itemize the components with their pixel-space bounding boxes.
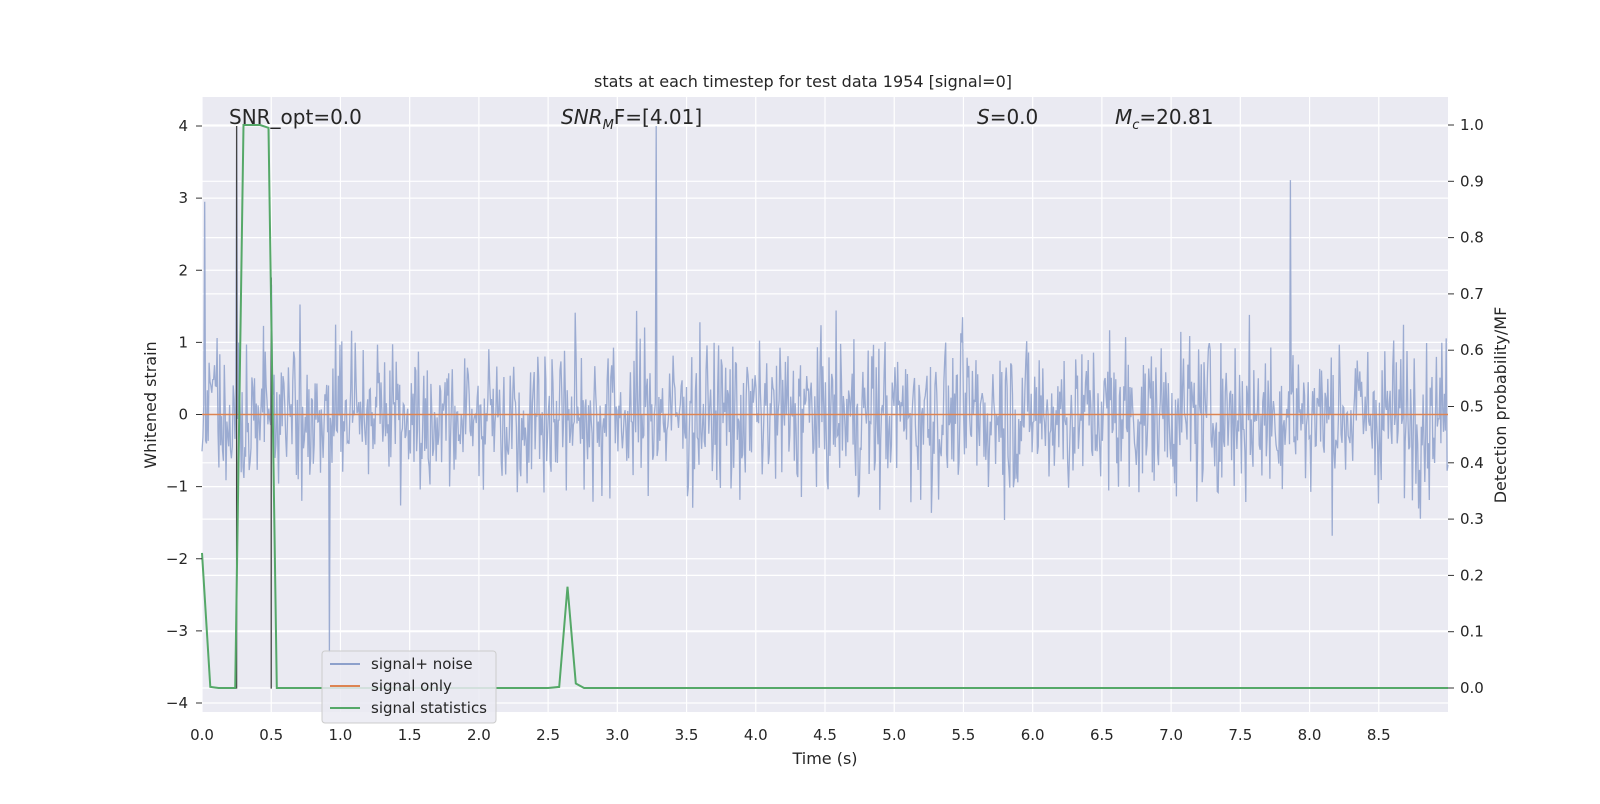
x-tick-label: 1.5 [398, 726, 422, 744]
mc-annotation: Mc=20.81 [1115, 105, 1213, 133]
y-left-tick-label: −2 [166, 550, 188, 568]
signal-noise-series [201, 125, 1449, 653]
legend: signal+ noise signal only signal statist… [321, 650, 497, 724]
legend-label-noise: signal+ noise [371, 655, 473, 673]
x-tick-label: 8.5 [1367, 726, 1391, 744]
x-tick-label: 5.5 [952, 726, 976, 744]
y-left-tick-label: −3 [166, 622, 188, 640]
y-right-tick-label: 0.5 [1460, 398, 1484, 416]
y-right-tick-label: 0.6 [1460, 341, 1484, 359]
y-right-tick-label: 0.8 [1460, 229, 1484, 247]
x-tick-label: 7.0 [1159, 726, 1183, 744]
s-value: =0.0 [990, 105, 1039, 129]
s-label: S [977, 105, 990, 129]
mc-label: M [1115, 105, 1132, 129]
y-left-tick-label: 0 [178, 406, 188, 424]
y-left-tick-label: 3 [178, 189, 188, 207]
y-left-tick-label: 2 [178, 261, 188, 279]
x-tick-label: 4.0 [744, 726, 768, 744]
x-tick-label: 0.0 [190, 726, 214, 744]
mc-value: =20.81 [1139, 105, 1213, 129]
x-tick-label: 1.0 [329, 726, 353, 744]
x-tick-label: 7.5 [1228, 726, 1252, 744]
x-tick-label: 0.5 [259, 726, 283, 744]
x-tick-label: 6.5 [1090, 726, 1114, 744]
snr-mf-value: F=[4.01] [614, 105, 702, 129]
y-left-tick-label: 1 [178, 333, 188, 351]
y-axis-right-label: Detection probability/MF [1491, 307, 1510, 504]
y-right-tick-label: 0.1 [1460, 623, 1484, 641]
legend-label-signal-only: signal only [371, 677, 452, 695]
x-tick-label: 3.5 [675, 726, 699, 744]
s-annotation: S=0.0 [977, 105, 1038, 129]
x-axis-label: Time (s) [791, 749, 857, 768]
x-tick-label: 4.5 [813, 726, 837, 744]
x-tick-label: 5.0 [882, 726, 906, 744]
x-tick-label: 2.0 [467, 726, 491, 744]
axis-ticks: 0.0 0.5 1.0 1.5 2.0 2.5 3.0 3.5 4.0 4.5 5.0 5.5 6.0 6… [166, 116, 1484, 744]
y-axis-left-label: Whitened strain [141, 341, 160, 468]
y-right-tick-label: 0.4 [1460, 454, 1484, 472]
y-right-tick-label: 0.7 [1460, 285, 1484, 303]
y-right-tick-label: 0.0 [1460, 679, 1484, 697]
snr-mf-annotation: SNRMF=[4.01] [561, 105, 702, 133]
snr-mf-subscript: M [603, 118, 614, 133]
y-right-tick-label: 1.0 [1460, 116, 1484, 134]
chart-title: stats at each timestep for test data 195… [594, 72, 1012, 91]
x-tick-label: 3.0 [605, 726, 629, 744]
y-right-tick-label: 0.3 [1460, 510, 1484, 528]
x-tick-label: 8.0 [1298, 726, 1322, 744]
x-tick-label: 2.5 [536, 726, 560, 744]
y-right-tick-label: 0.2 [1460, 566, 1484, 584]
x-tick-label: 6.0 [1021, 726, 1045, 744]
legend-box [321, 650, 497, 724]
y-right-tick-label: 0.9 [1460, 172, 1484, 190]
snr-mf-label: SNR [561, 105, 603, 129]
snr-opt-annotation: SNR_opt=0.0 [229, 105, 362, 129]
mc-subscript: c [1132, 118, 1139, 133]
y-left-tick-label: −4 [166, 694, 188, 712]
legend-label-statistics: signal statistics [371, 699, 487, 717]
y-left-tick-label: −1 [166, 478, 188, 496]
noise-line [201, 125, 1449, 653]
y-left-tick-label: 4 [178, 117, 188, 135]
